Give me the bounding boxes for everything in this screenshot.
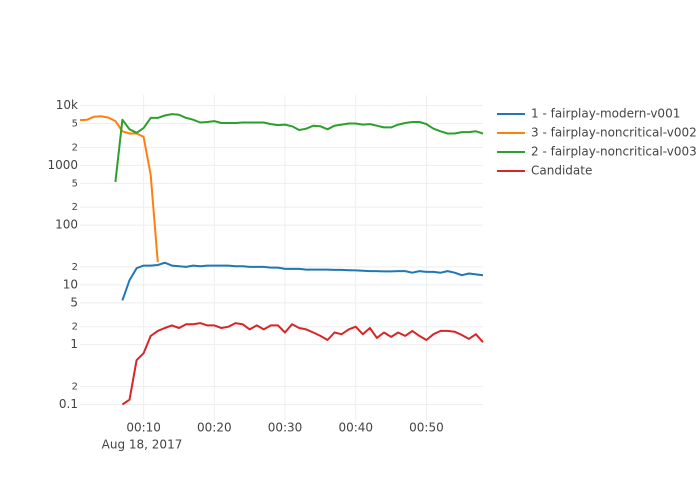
x-tick-label: 00:10 <box>126 421 161 435</box>
y-tick-label: 2 <box>72 262 78 273</box>
y-tick-label: 5 <box>72 178 78 189</box>
y-tick-label: 2 <box>72 381 78 392</box>
legend-label: 2 - fairplay-noncritical-v003 <box>531 145 697 159</box>
y-tick-label: 1 <box>70 337 78 351</box>
y-tick-label: 100 <box>55 218 78 232</box>
x-tick-label: 00:20 <box>197 421 232 435</box>
y-tick-label: 2 <box>72 322 78 333</box>
y-tick-label: 5 <box>70 295 78 309</box>
series-line <box>121 322 484 406</box>
legend-label: 1 - fairplay-modern-v001 <box>531 107 680 121</box>
legend-label: 3 - fairplay-noncritical-v002 <box>531 126 697 140</box>
y-tick-label: 5 <box>72 119 78 130</box>
y-tick-label: 10k <box>56 98 78 112</box>
series-line <box>121 261 484 301</box>
y-tick-label: 0.1 <box>59 397 78 411</box>
x-tick-label: 00:30 <box>268 421 303 435</box>
x-date-label: Aug 18, 2017 <box>102 438 183 452</box>
y-tick-label: 2 <box>72 142 78 153</box>
series-line <box>79 115 159 263</box>
legend-label: Candidate <box>531 164 592 178</box>
x-tick-label: 00:40 <box>338 421 373 435</box>
y-tick-label: 10 <box>63 277 78 291</box>
y-tick-label: 2 <box>72 202 78 213</box>
y-tick-label: 1000 <box>47 158 78 172</box>
x-tick-label: 00:50 <box>409 421 444 435</box>
series-line <box>114 113 484 183</box>
